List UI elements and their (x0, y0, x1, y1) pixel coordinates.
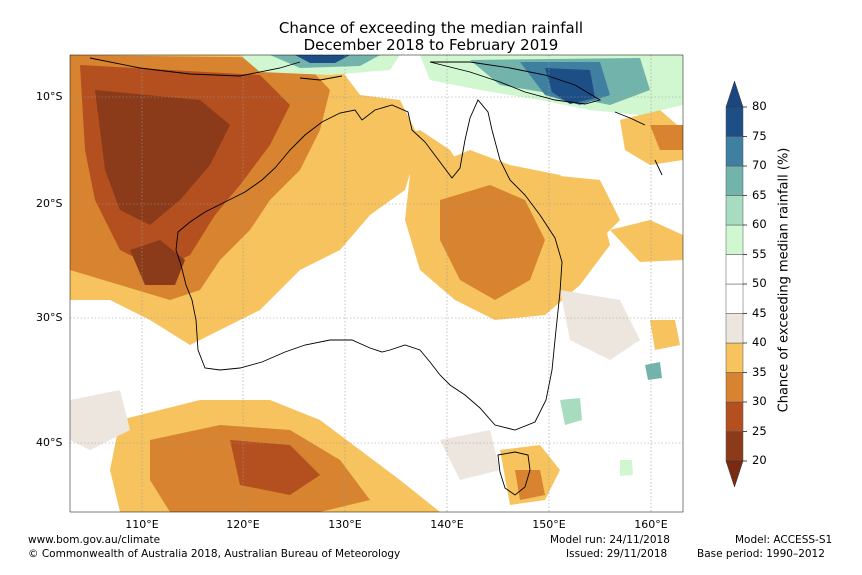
region-pacific-dry-3 (610, 220, 683, 262)
region-green-spot-2 (645, 362, 662, 380)
region-tas-east-dry-core (515, 470, 545, 500)
region-neutral-2 (70, 390, 130, 450)
colorbar-tick-20: 20 (752, 453, 767, 467)
colorbar-tick-55: 55 (752, 246, 767, 261)
lat-label-30s: 30°S (36, 311, 63, 324)
colorbar-tick-35: 35 (752, 364, 767, 379)
australia-coastline (175, 99, 563, 431)
region-png-wet-deep (545, 68, 595, 104)
indonesia-coastline (89, 57, 301, 77)
lat-label-10s: 10°S (36, 90, 63, 103)
region-green-spot-3 (620, 460, 633, 476)
lon-label-160e: 160°E (634, 518, 668, 531)
footer-model-run: Model run: 24/11/2018 (550, 534, 670, 546)
lon-label-130e: 130°E (328, 518, 362, 531)
colorbar-band-70 (725, 136, 744, 167)
footer-model: Model: ACCESS-S1 (735, 534, 833, 546)
footer-website: www.bom.gov.au/climate (28, 534, 161, 546)
colorbar-band-45 (725, 283, 744, 314)
vanuatu-coastline (654, 159, 663, 176)
region-neutral-1 (560, 290, 640, 360)
region-nw-dry-deep-2 (130, 240, 185, 285)
colorbar-tick-50: 50 (752, 276, 767, 290)
solomon-islands-coastline (614, 111, 646, 126)
lat-label-40s: 40°S (36, 436, 63, 449)
colorbar-tick-65: 65 (752, 187, 767, 202)
map-gridlines (70, 55, 683, 512)
region-neutral-3 (440, 430, 500, 480)
region-east-dry-core (440, 185, 545, 300)
timor-coastline (299, 75, 343, 81)
colorbar-tick-30: 30 (752, 394, 767, 408)
colorbar-band-40 (725, 313, 744, 344)
region-pacific-dry-1 (620, 110, 683, 165)
colorbar-band-20 (725, 431, 744, 462)
lon-label-120e: 120°E (226, 518, 260, 531)
lon-label-150e: 150°E (532, 518, 566, 531)
footer-issued: Issued: 29/11/2018 (566, 548, 668, 560)
colorbar-tick-25: 25 (752, 423, 767, 438)
colorbar-band-65 (725, 165, 744, 196)
lat-label-20s: 20°S (36, 197, 63, 210)
lon-label-140e: 140°E (430, 518, 464, 531)
colorbar-tick-80: 80 (752, 99, 767, 113)
region-north-qld-dry (380, 130, 470, 185)
region-pacific-dry-4 (650, 320, 680, 350)
region-green-spot-1 (560, 398, 582, 425)
colorbar-band-25 (725, 401, 744, 432)
colorbar-label: Chance of exceeding median rainfall (%) (776, 147, 792, 413)
lon-label-110e: 110°E (125, 518, 159, 531)
colorbar-tick-40: 40 (752, 335, 767, 349)
region-ne-coast-dry (550, 175, 620, 240)
map-frame (69, 54, 684, 513)
footer-copyright: © Commonwealth of Australia 2018, Austra… (28, 548, 401, 560)
colorbar-arrow-low (725, 460, 744, 488)
region-south-dry-deep (230, 440, 320, 495)
colorbar (725, 80, 747, 488)
colorbar-band-30 (725, 372, 744, 403)
colorbar-band-50 (725, 254, 744, 285)
tasmania-coastline (497, 451, 531, 496)
colorbar-band-75 (725, 106, 744, 137)
new-guinea-coastline (429, 61, 602, 105)
map-title: Chance of exceeding the median rainfall (278, 19, 584, 37)
colorbar-tick-70: 70 (752, 158, 767, 172)
colorbar-band-55 (725, 224, 744, 255)
region-nw-dry-deep (95, 90, 230, 225)
colorbar-arrow-high (725, 80, 744, 108)
footer-base-period: Base period: 1990–2012 (697, 548, 825, 560)
map-subtitle: December 2018 to February 2019 (303, 36, 559, 54)
region-pacific-dry-2 (650, 125, 683, 150)
colorbar-band-35 (725, 342, 744, 373)
colorbar-tick-45: 45 (752, 305, 767, 320)
colorbar-tick-60: 60 (752, 217, 767, 231)
colorbar-tick-75: 75 (752, 128, 767, 143)
colorbar-band-60 (725, 195, 744, 226)
region-north-wet-3 (295, 55, 350, 63)
